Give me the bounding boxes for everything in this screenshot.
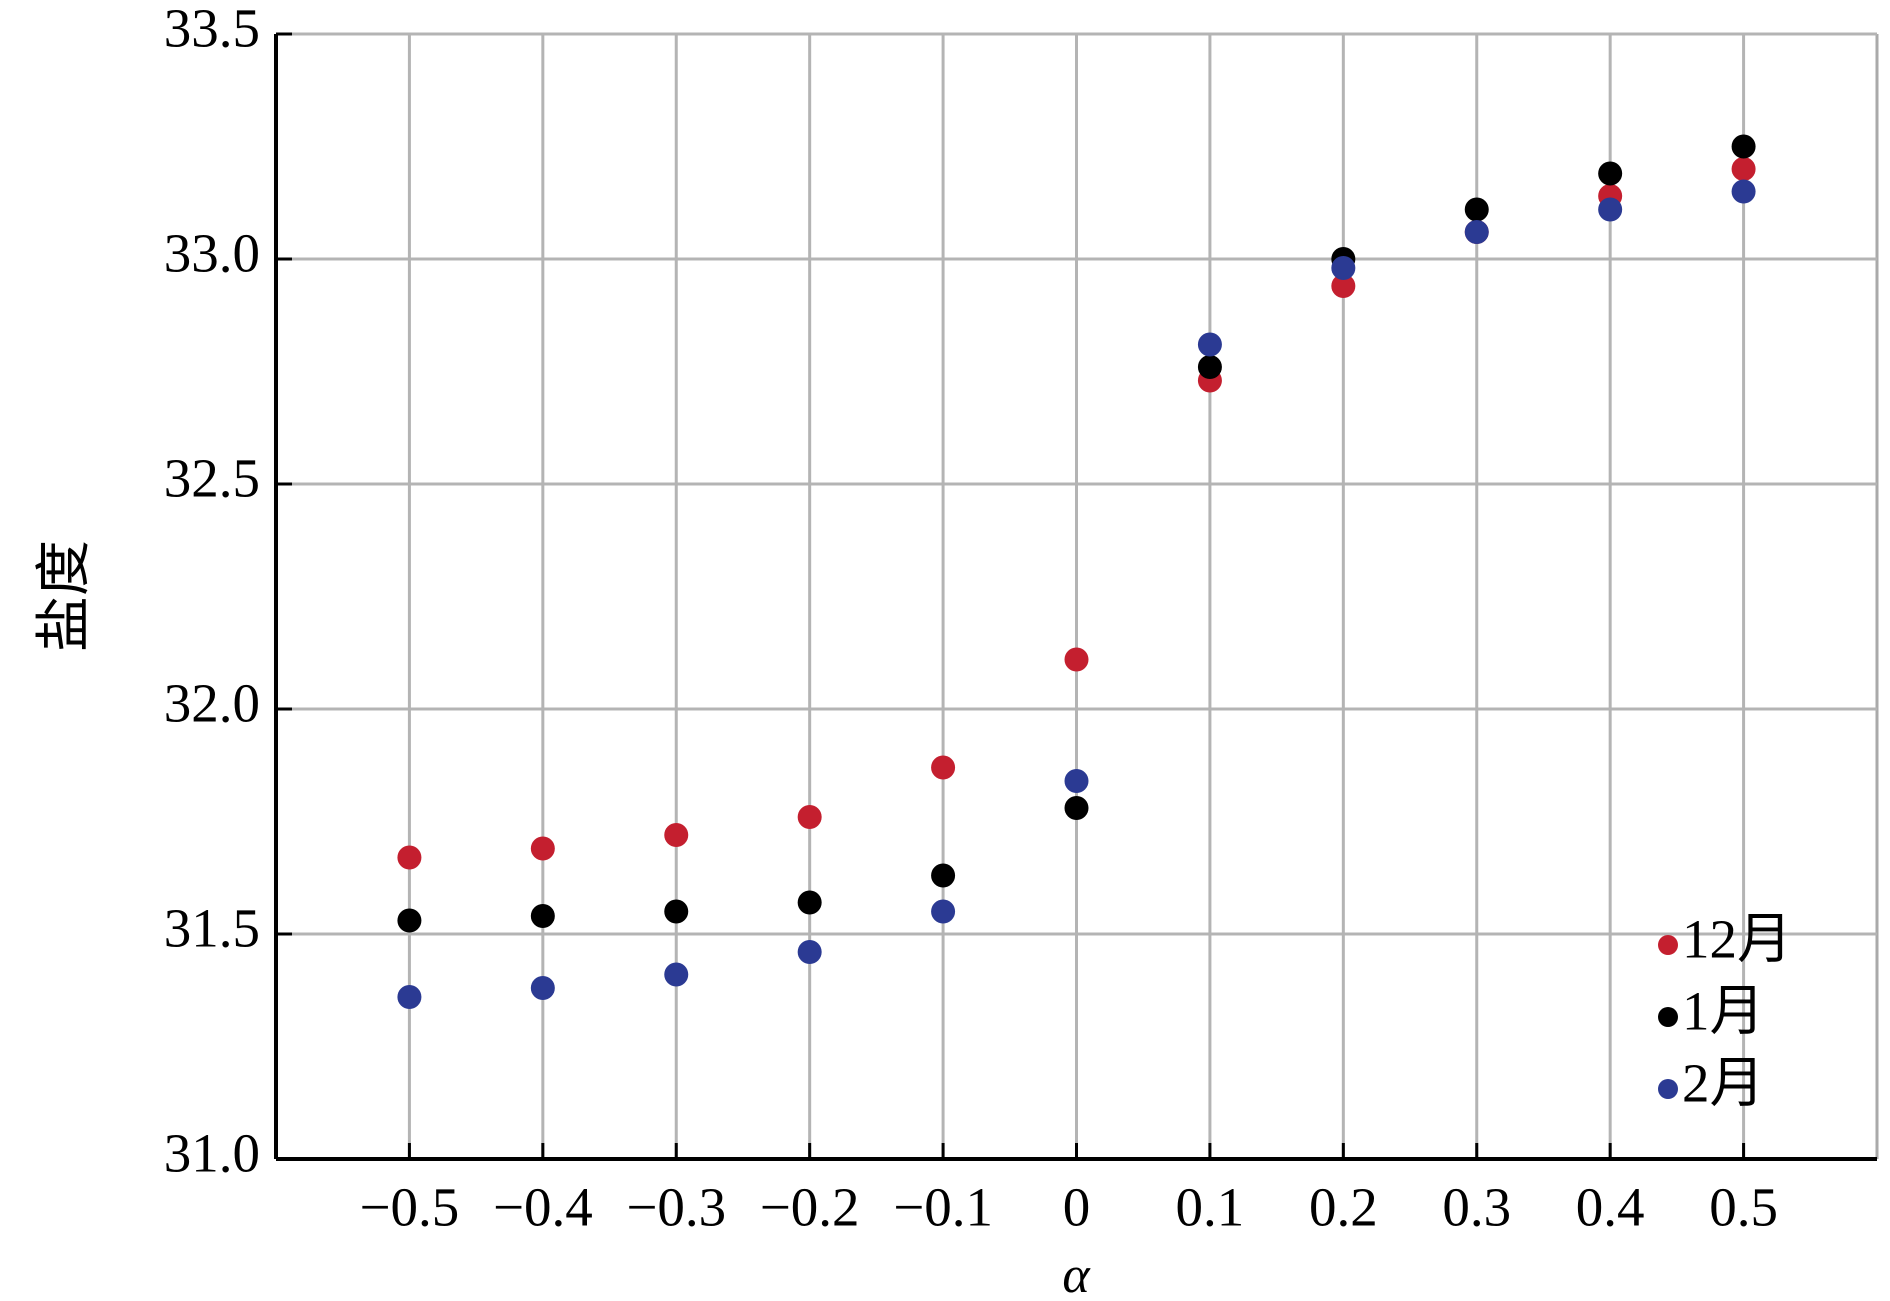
y-tick-label: 31.5: [164, 898, 260, 959]
x-tick-label: 0: [1063, 1177, 1091, 1238]
y-tick-label: 33.5: [164, 0, 260, 59]
point: [1731, 157, 1756, 181]
x-tick-label: −0.2: [760, 1177, 860, 1238]
point: [1464, 197, 1489, 222]
point: [664, 823, 689, 847]
point: [1064, 796, 1089, 820]
point: [797, 890, 822, 915]
x-tick-label: −0.3: [626, 1177, 726, 1238]
x-tick-label: −0.1: [893, 1177, 993, 1238]
point: [1064, 769, 1089, 793]
point: [664, 899, 689, 924]
point: [1598, 161, 1623, 186]
point: [931, 755, 956, 780]
point: [1731, 134, 1756, 159]
y-tick-label: 32.0: [164, 673, 260, 734]
x-tick-label: 0.2: [1309, 1177, 1378, 1238]
point: [1064, 647, 1089, 672]
x-tick-label: −0.4: [493, 1177, 593, 1238]
point: [797, 805, 822, 829]
y-tick-label: 32.5: [164, 448, 260, 509]
y-tick-label: 33.0: [164, 223, 260, 284]
legend-marker: [1658, 935, 1678, 955]
point: [397, 985, 422, 1009]
legend-label: 12月: [1682, 909, 1792, 970]
point: [1197, 332, 1222, 357]
y-tick-label: 31.0: [164, 1123, 260, 1184]
y-axis-label: 盐度: [34, 540, 96, 652]
point: [1731, 179, 1756, 204]
legend-label: 2月: [1682, 1053, 1765, 1114]
point: [1598, 197, 1623, 222]
x-tick-label: 0.1: [1176, 1177, 1245, 1238]
point: [931, 863, 956, 888]
point: [530, 976, 555, 1000]
point: [530, 904, 555, 928]
point: [797, 940, 822, 964]
point: [530, 836, 555, 861]
x-tick-label: −0.5: [360, 1177, 460, 1238]
x-tick-label: 0.5: [1709, 1177, 1778, 1238]
legend-marker: [1658, 1007, 1678, 1027]
point: [1331, 274, 1356, 298]
x-axis-label: α: [1062, 1247, 1091, 1301]
point: [397, 908, 422, 933]
point: [1331, 256, 1356, 280]
point: [397, 845, 422, 870]
legend-marker: [1658, 1079, 1678, 1099]
point: [1464, 220, 1489, 244]
x-tick-label: 0.3: [1442, 1177, 1511, 1238]
point: [931, 899, 956, 924]
point: [1197, 355, 1222, 379]
x-tick-label: 0.4: [1576, 1177, 1645, 1238]
legend-label: 1月: [1682, 981, 1765, 1042]
point: [664, 962, 689, 987]
